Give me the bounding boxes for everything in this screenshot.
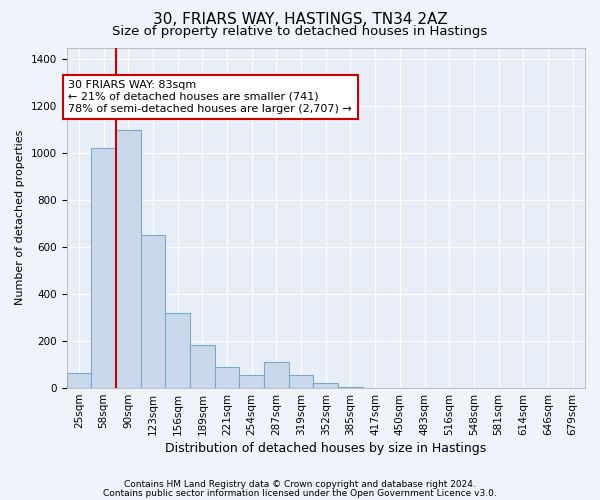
Y-axis label: Number of detached properties: Number of detached properties [15, 130, 25, 306]
Bar [239, 375, 264, 388]
Bar [91, 148, 116, 388]
Bar [116, 130, 140, 388]
X-axis label: Distribution of detached houses by size in Hastings: Distribution of detached houses by size … [165, 442, 487, 455]
Bar [313, 384, 338, 388]
Text: 30 FRIARS WAY: 83sqm
← 21% of detached houses are smaller (741)
78% of semi-deta: 30 FRIARS WAY: 83sqm ← 21% of detached h… [68, 80, 352, 114]
Bar [289, 375, 313, 388]
Text: Size of property relative to detached houses in Hastings: Size of property relative to detached ho… [112, 25, 488, 38]
Text: Contains public sector information licensed under the Open Government Licence v3: Contains public sector information licen… [103, 488, 497, 498]
Bar [215, 367, 239, 388]
Bar [67, 373, 91, 388]
Bar [264, 362, 289, 388]
Text: 30, FRIARS WAY, HASTINGS, TN34 2AZ: 30, FRIARS WAY, HASTINGS, TN34 2AZ [152, 12, 448, 28]
Bar [190, 344, 215, 388]
Bar [165, 313, 190, 388]
Bar [338, 387, 363, 388]
Text: Contains HM Land Registry data © Crown copyright and database right 2024.: Contains HM Land Registry data © Crown c… [124, 480, 476, 489]
Bar [140, 236, 165, 388]
